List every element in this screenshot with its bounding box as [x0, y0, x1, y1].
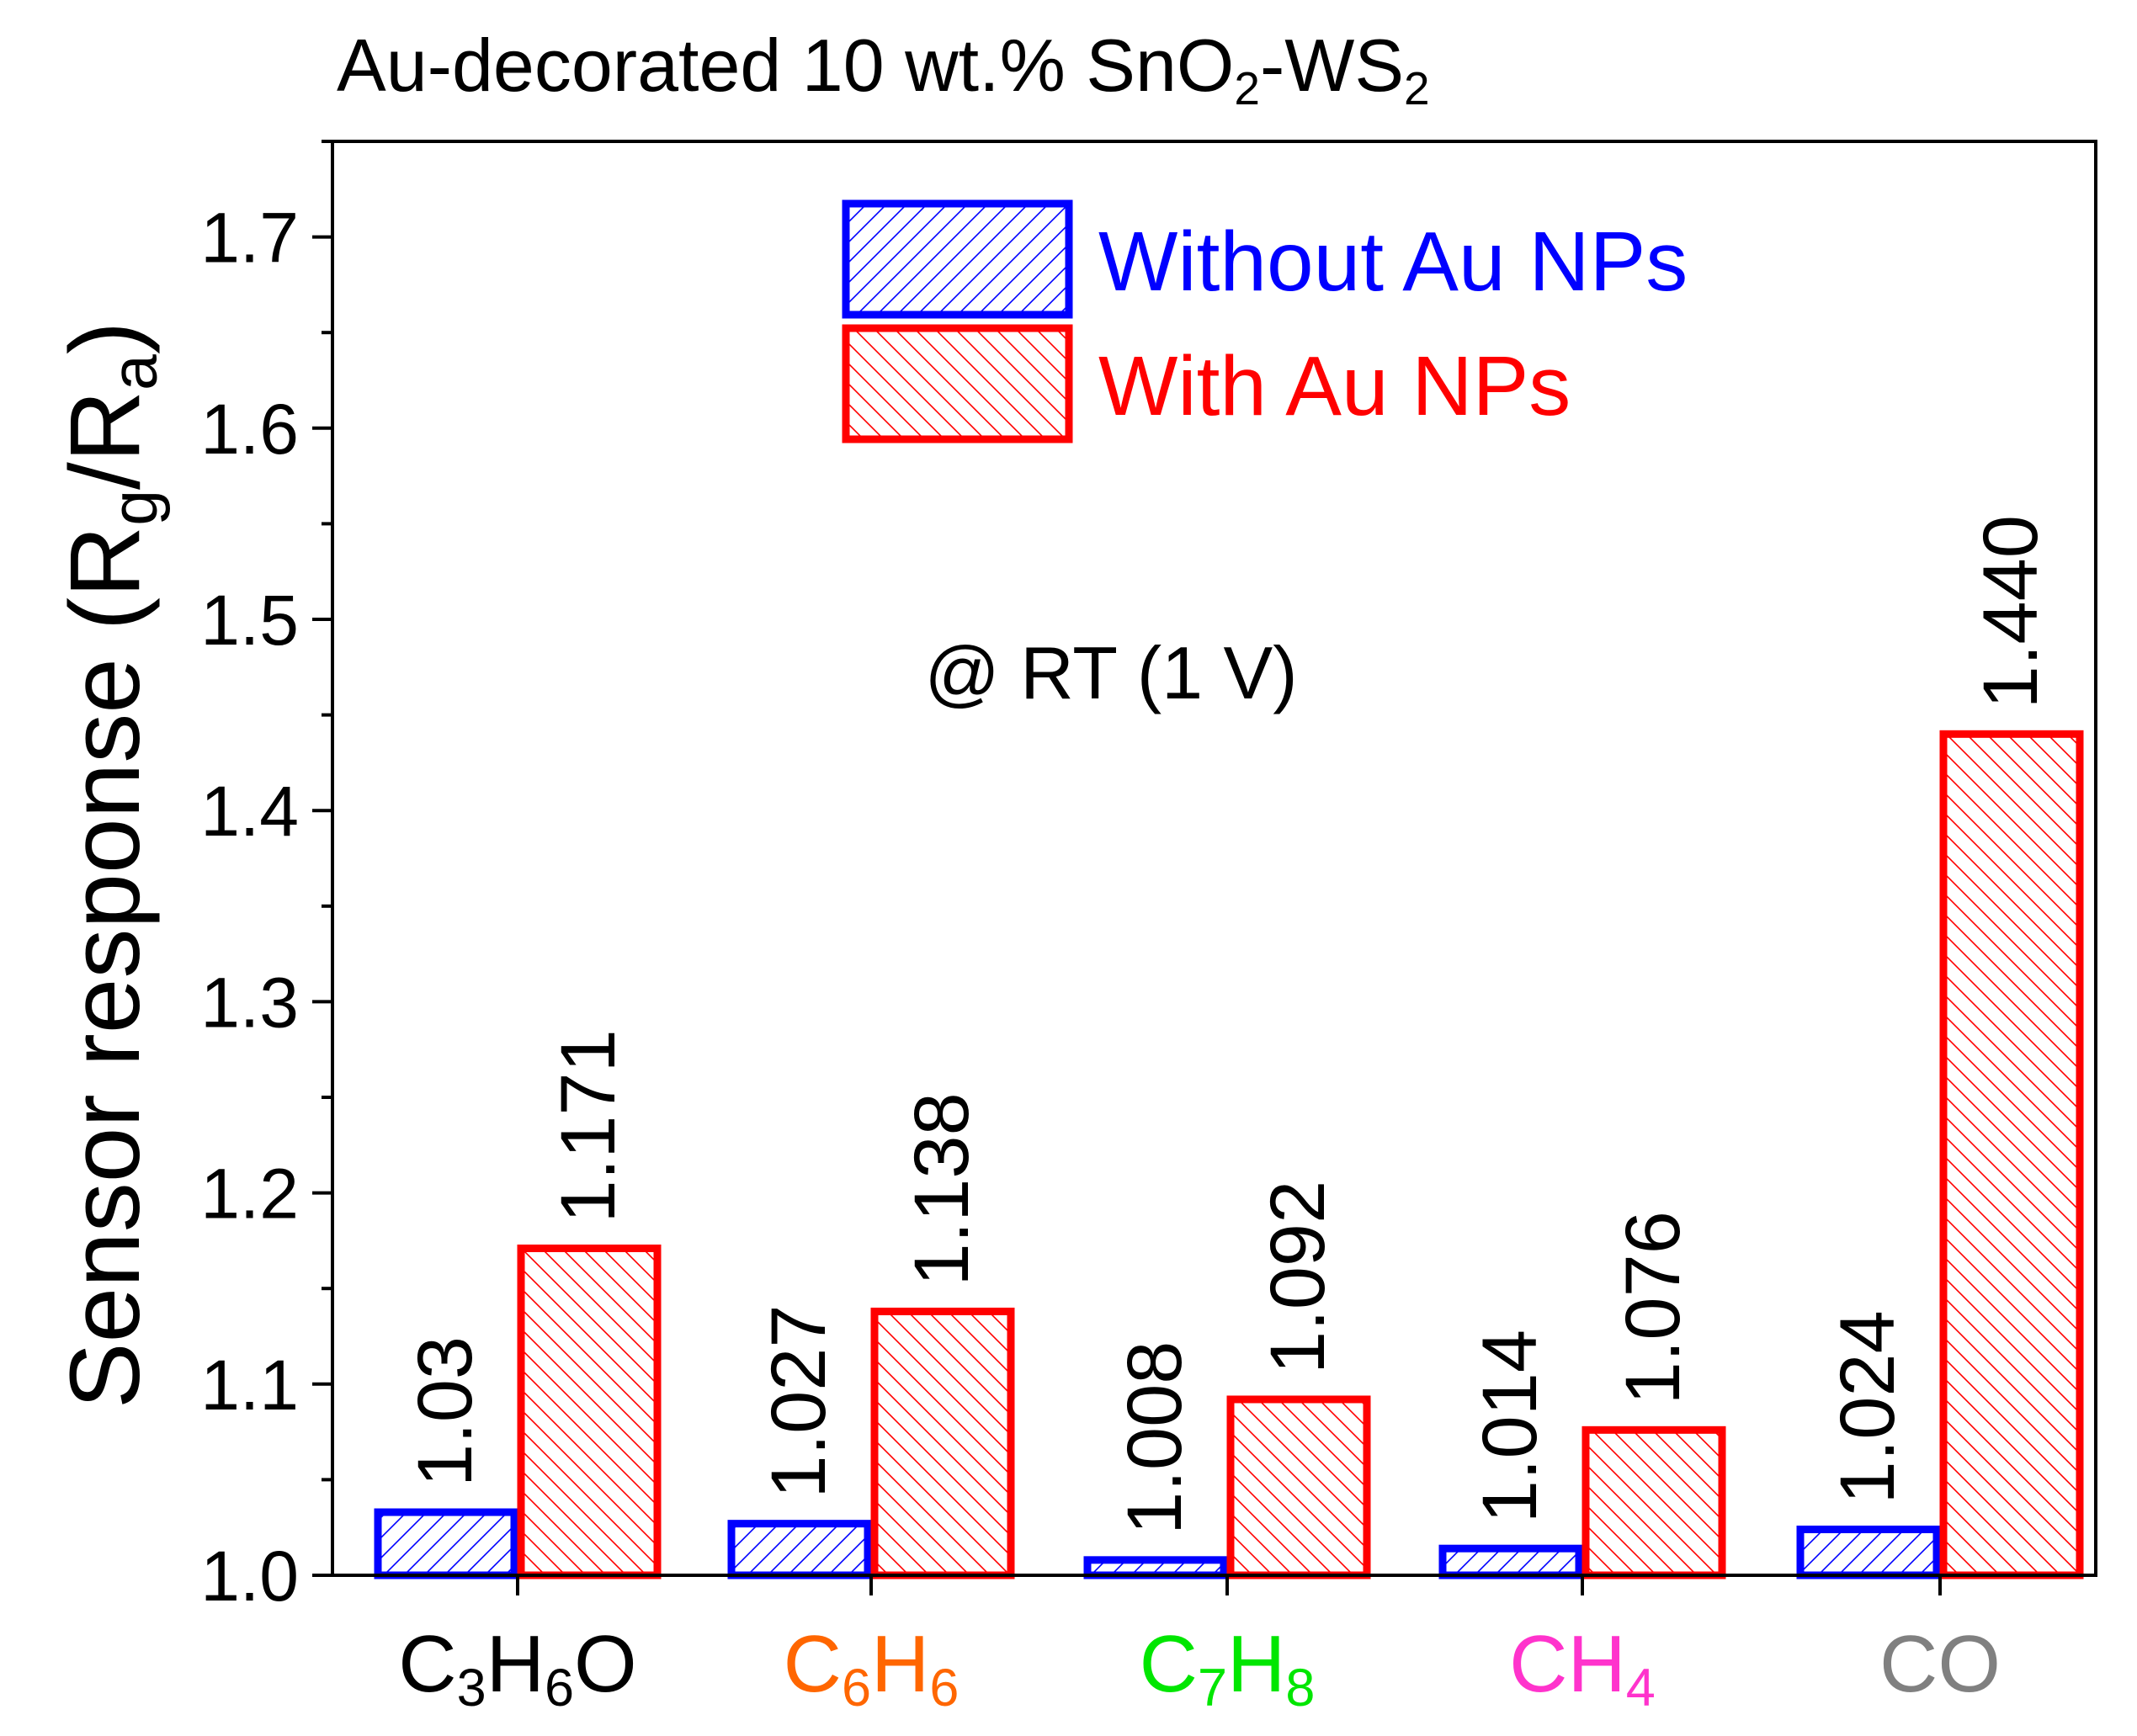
- y-axis-label: Sensor response (Rg/Ra): [50, 321, 171, 1409]
- x-tick-label-2: C7H8: [1140, 1619, 1316, 1717]
- bar-without-au-0: [374, 1508, 518, 1579]
- bars-layer: [374, 730, 2084, 1579]
- bar-without-au-2: [1083, 1556, 1228, 1579]
- bar-value-label-with-au-1: 1.138: [899, 1092, 985, 1286]
- bar-value-label-with-au-2: 1.092: [1255, 1181, 1341, 1374]
- bar-with-au-4: [1939, 730, 2084, 1579]
- legend: Without Au NPs With Au NPs: [842, 199, 1688, 443]
- bar-without-au-3: [1438, 1544, 1583, 1579]
- x-tick-label-3: CH4: [1509, 1619, 1656, 1717]
- plot-frame: [331, 140, 2097, 1577]
- bar-value-label-without-au-0: 1.03: [402, 1336, 488, 1487]
- y-tick-label-0: 1.0: [200, 1537, 299, 1616]
- legend-swatch-with-au: [842, 324, 1073, 443]
- bar-without-au-1: [727, 1520, 872, 1579]
- bar-value-label-with-au-0: 1.171: [545, 1029, 631, 1223]
- bar-value-label-without-au-2: 1.008: [1112, 1341, 1198, 1535]
- bar-with-au-1: [870, 1307, 1015, 1579]
- x-tick-label-1: C6H6: [784, 1619, 960, 1717]
- bar-without-au-4: [1796, 1525, 1941, 1579]
- y-tick-label-3: 1.3: [200, 963, 299, 1042]
- y-tick-label-6: 1.6: [200, 390, 299, 469]
- bar-labels-layer: 1.03 1.027 1.008 1.014 1.024 1.171 1.138 1.092 1…: [402, 515, 2054, 1535]
- y-tick-label-7: 1.7: [200, 199, 299, 278]
- y-tick-label-1: 1.1: [200, 1346, 299, 1425]
- chart-title: Au-decorated 10 wt.% SnO2-WS2: [337, 24, 1430, 114]
- bar-value-label-with-au-3: 1.076: [1610, 1211, 1696, 1404]
- legend-swatch-without-au: [842, 199, 1073, 319]
- bar-value-label-without-au-4: 1.024: [1825, 1310, 1911, 1504]
- legend-label-with-au: With Au NPs: [1098, 339, 1571, 433]
- y-tick-label-4: 1.4: [200, 772, 299, 851]
- bar-value-label-without-au-3: 1.014: [1467, 1330, 1553, 1523]
- bar-value-label-with-au-4: 1.440: [1968, 515, 2054, 709]
- legend-label-without-au: Without Au NPs: [1098, 215, 1688, 309]
- x-tick-label-4: CO: [1879, 1619, 2001, 1709]
- bar-with-au-0: [517, 1244, 662, 1579]
- condition-annotation: @ RT (1 V): [924, 631, 1297, 714]
- bar-with-au-3: [1581, 1425, 1726, 1579]
- bar-with-au-2: [1226, 1395, 1371, 1579]
- bar-value-label-without-au-1: 1.027: [756, 1304, 842, 1498]
- y-tick-label-2: 1.2: [200, 1155, 299, 1234]
- axes-layer: 1.0 1.1 1.2 1.3 1.4 1.5 1.6 1.7 C3H6O C6H6 C7H8 CH4…: [200, 140, 2097, 1717]
- x-tick-label-0: C3H6O: [398, 1619, 636, 1717]
- y-tick-label-5: 1.5: [200, 581, 299, 660]
